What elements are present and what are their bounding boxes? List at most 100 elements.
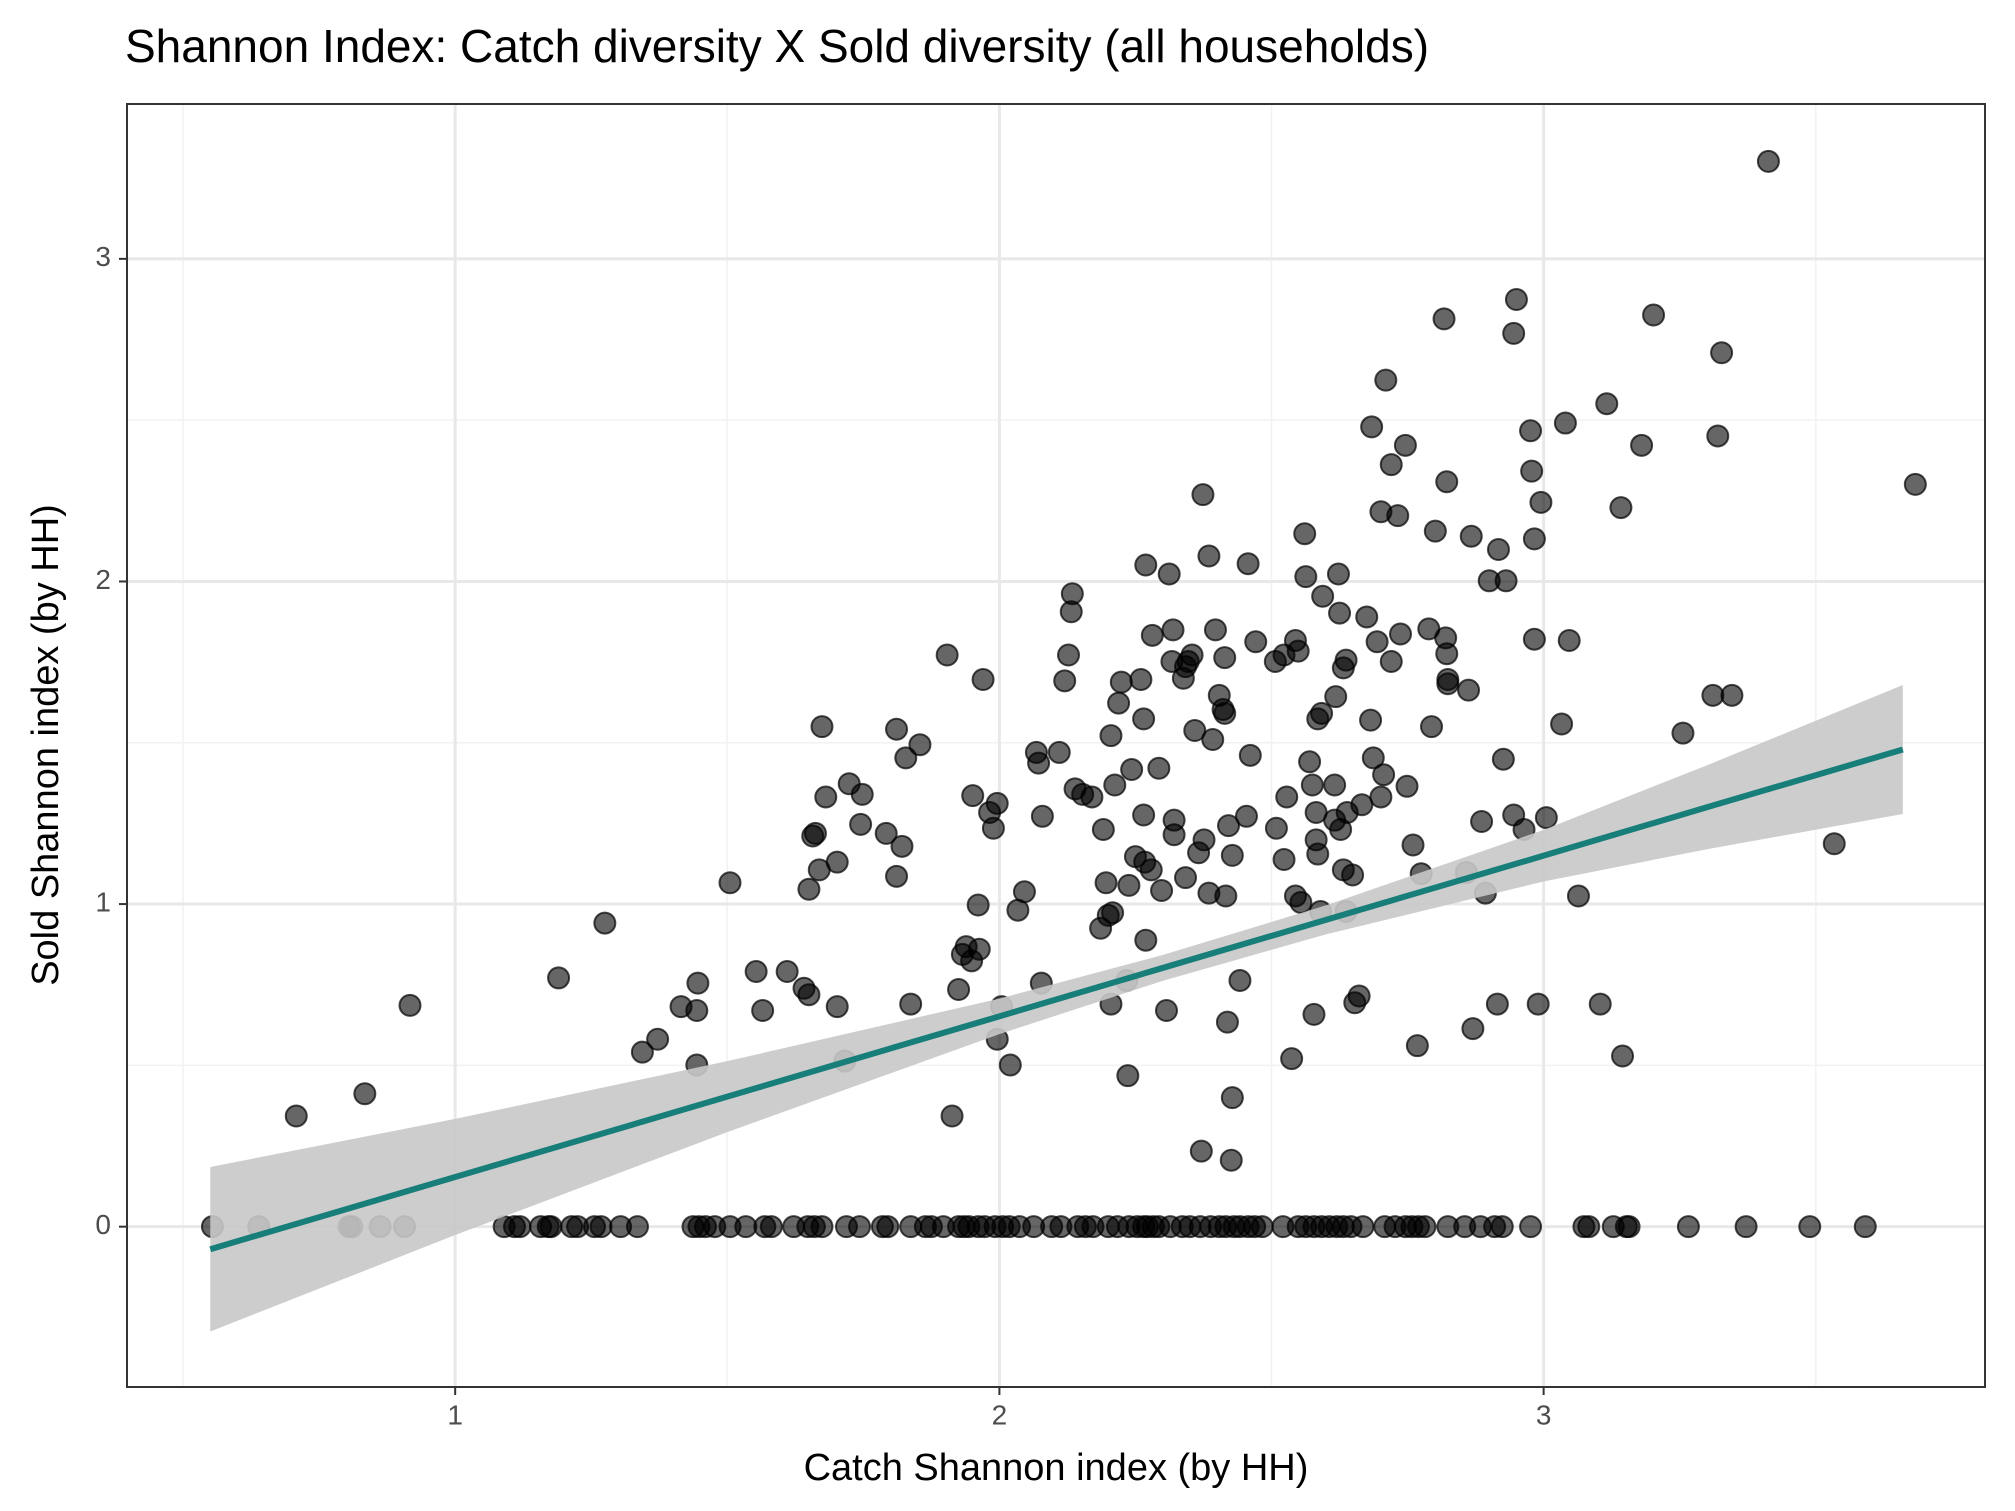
data-point	[1191, 483, 1215, 507]
data-point	[775, 959, 799, 983]
data-point	[1522, 627, 1546, 651]
data-point	[1630, 433, 1654, 457]
data-point	[625, 1215, 649, 1239]
data-point	[1236, 552, 1260, 576]
data-point	[876, 1215, 900, 1239]
data-point	[1109, 670, 1133, 694]
data-point	[810, 715, 834, 739]
data-point	[885, 864, 909, 888]
data-point	[734, 1215, 758, 1239]
data-point	[1436, 668, 1460, 692]
plot-area: 1 2 3 0 1 2 3	[95, 103, 1986, 1430]
data-point	[966, 893, 990, 917]
data-point	[803, 821, 827, 845]
data-point	[398, 993, 422, 1017]
data-point	[1529, 490, 1553, 514]
data-point	[1386, 504, 1410, 528]
data-point	[1180, 643, 1204, 667]
data-point	[1720, 683, 1744, 707]
data-point	[1250, 1215, 1274, 1239]
data-point	[1272, 848, 1296, 872]
data-point	[646, 1027, 670, 1051]
data-point	[1215, 1010, 1239, 1034]
data-point	[1161, 618, 1185, 642]
data-point	[508, 1215, 532, 1239]
data-point	[899, 992, 923, 1016]
data-point	[1220, 1086, 1244, 1110]
panel-border	[126, 103, 1986, 1388]
data-point	[1147, 756, 1171, 780]
data-point	[1047, 740, 1071, 764]
data-point	[1134, 553, 1158, 577]
data-point	[810, 1215, 834, 1239]
data-point	[1822, 832, 1846, 856]
data-point	[947, 978, 971, 1002]
data-point	[1150, 879, 1174, 903]
data-point	[908, 733, 932, 757]
data-point	[744, 959, 768, 983]
data-point	[825, 995, 849, 1019]
data-point	[1359, 708, 1383, 732]
data-point	[1213, 646, 1237, 670]
data-point	[1734, 1215, 1758, 1239]
data-point	[1520, 459, 1544, 483]
data-point	[1116, 1064, 1140, 1088]
data-point	[1294, 565, 1318, 589]
data-point	[971, 668, 995, 692]
data-point	[1220, 843, 1244, 867]
data-point	[1566, 884, 1590, 908]
data-point	[1203, 618, 1227, 642]
data-point	[1557, 628, 1581, 652]
data-point	[1201, 728, 1225, 752]
data-point	[1300, 773, 1324, 797]
data-point	[1550, 712, 1574, 736]
data-point	[985, 791, 1009, 815]
confidence-band	[210, 685, 1903, 1332]
data-point	[1494, 569, 1518, 593]
data-point	[1423, 519, 1447, 543]
data-point	[1107, 691, 1131, 715]
data-point	[1420, 715, 1444, 739]
data-point	[1132, 803, 1156, 827]
data-point	[589, 1215, 613, 1239]
data-point	[1553, 411, 1577, 435]
data-point	[1134, 928, 1158, 952]
data-point	[1183, 718, 1207, 742]
data-point	[1244, 630, 1268, 654]
data-point	[961, 784, 985, 808]
x-tick-label: 3	[1536, 1399, 1552, 1430]
data-point	[1311, 584, 1335, 608]
x-axis-title: Catch Shannon index (by HH)	[804, 1447, 1309, 1489]
data-point	[1491, 747, 1515, 771]
data-point	[890, 834, 914, 858]
data-point	[1326, 562, 1350, 586]
data-point	[1117, 873, 1141, 897]
x-tick-label: 2	[992, 1399, 1008, 1430]
data-point	[1174, 866, 1198, 890]
data-point	[981, 816, 1005, 840]
data-point	[1238, 743, 1262, 767]
data-point	[630, 1040, 654, 1064]
data-point	[1080, 785, 1104, 809]
data-point	[1395, 774, 1419, 798]
y-tick-label: 3	[95, 241, 111, 272]
data-point	[1323, 773, 1347, 797]
data-point	[1275, 785, 1299, 809]
data-point	[1286, 639, 1310, 663]
data-point	[1361, 746, 1385, 770]
data-point	[849, 812, 873, 836]
data-point	[1027, 751, 1051, 775]
data-point	[1347, 984, 1371, 1008]
data-point	[1324, 685, 1348, 709]
data-point	[547, 966, 571, 990]
chart-title: Shannon Index: Catch diversity X Sold di…	[125, 20, 1429, 72]
data-point	[1519, 419, 1543, 443]
data-point	[1289, 890, 1313, 914]
data-point	[1611, 1044, 1635, 1068]
data-point	[1132, 707, 1156, 731]
data-point	[1595, 392, 1619, 416]
data-point	[1676, 1215, 1700, 1239]
data-point	[1756, 149, 1780, 173]
data-point	[1798, 1215, 1822, 1239]
